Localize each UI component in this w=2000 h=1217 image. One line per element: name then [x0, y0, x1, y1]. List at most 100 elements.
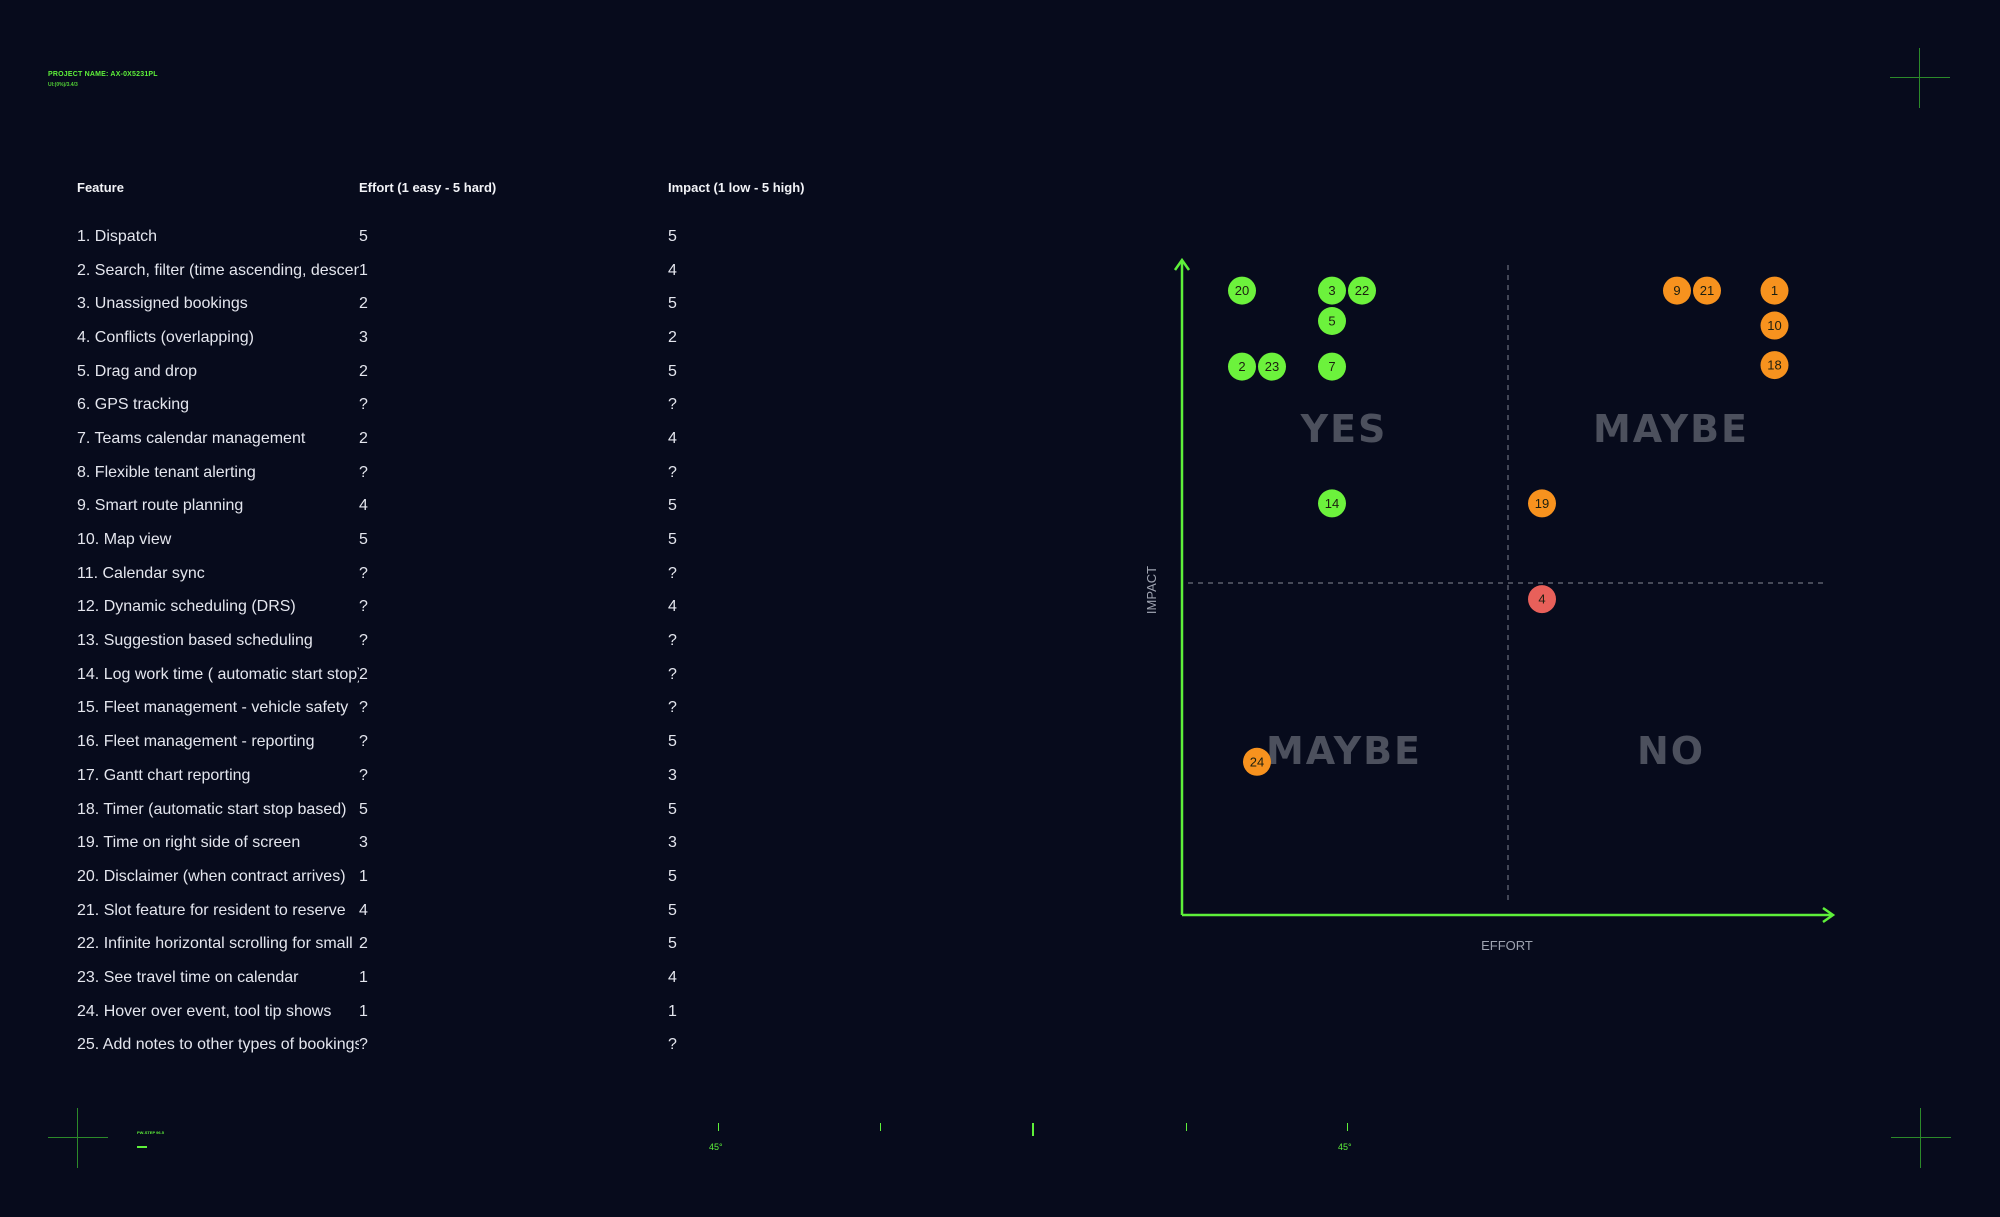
feature-table: Feature Effort (1 easy - 5 hard) Impact … — [77, 174, 868, 1062]
feature-name-text: 17. Gantt chart reporting — [77, 766, 251, 784]
data-point-label: 7 — [1328, 359, 1335, 374]
impact-cell: ? — [668, 665, 677, 683]
effort-cell: 1 — [359, 867, 368, 885]
data-point-label: 2 — [1238, 359, 1245, 374]
data-point — [1528, 489, 1556, 518]
effort-cell: ? — [359, 463, 368, 481]
table-row: 16. Fleet management - reporting? 5 — [77, 725, 868, 759]
impact-cell: 2 — [668, 328, 677, 346]
corner-crosshair-bottom-left — [48, 1108, 108, 1168]
data-point-label: 9 — [1673, 283, 1680, 298]
feature-name-cell: 20. Disclaimer (when contract arrives) — [77, 860, 359, 894]
feature-name-text: 23. See travel time on calendar — [77, 968, 299, 986]
ruler-tick — [1347, 1123, 1348, 1131]
feature-name-cell: 12. Dynamic scheduling (DRS) — [77, 591, 359, 625]
feature-name-cell: 15. Fleet management - vehicle safety — [77, 692, 359, 726]
feature-name-text: 1. Dispatch — [77, 227, 158, 245]
impact-cell: ? — [668, 564, 677, 582]
data-point-label: 20 — [1235, 283, 1249, 298]
effort-cell: 2 — [359, 362, 368, 380]
table-row: 24. Hover over event, tool tip shows 1 1 — [77, 995, 868, 1029]
impact-cell: 5 — [668, 362, 677, 380]
effort-cell: 3 — [359, 834, 368, 852]
feature-name-cell: 19. Time on right side of screen — [77, 826, 359, 860]
feature-name-text: 14. Log work time ( automatic start stop… — [77, 665, 359, 683]
y-axis-label: IMPACT — [1144, 566, 1159, 614]
effort-cell: 4 — [359, 901, 368, 919]
table-row: 14. Log work time ( automatic start stop… — [77, 658, 868, 692]
data-point-label: 19 — [1535, 496, 1549, 511]
impact-cell: 4 — [668, 429, 677, 447]
table-row: 18. Timer (automatic start stop based) 5 5 — [77, 793, 868, 827]
data-point — [1348, 276, 1376, 305]
impact-cell: 5 — [668, 531, 677, 549]
ruler-tick — [1032, 1123, 1034, 1136]
feature-name-text: 13. Suggestion based scheduling — [77, 632, 313, 650]
effort-cell: 2 — [359, 935, 368, 953]
footer-indicator-bar — [137, 1146, 147, 1148]
footer-small-label: PW-STEP 96.5 — [137, 1130, 164, 1135]
feature-name-cell: 8. Flexible tenant alerting — [77, 456, 359, 490]
feature-name-cell: 6. GPS tracking — [77, 388, 359, 422]
effort-cell: 2 — [359, 665, 368, 683]
feature-name-cell: 24. Hover over event, tool tip shows — [77, 995, 359, 1029]
feature-name-cell: 5. Drag and drop — [77, 355, 359, 389]
feature-name-cell: 25. Add notes to other types of bookings — [77, 1029, 359, 1063]
feature-name-cell: 23. See travel time on calendar — [77, 961, 359, 995]
data-point — [1760, 276, 1789, 305]
data-point-label: 1 — [1771, 283, 1778, 298]
data-point — [1663, 276, 1691, 305]
effort-cell: 1 — [359, 261, 368, 279]
effort-cell: ? — [359, 699, 368, 717]
impact-cell: 5 — [668, 901, 677, 919]
quadrant-label-bottom-right: NO — [1637, 729, 1705, 773]
impact-cell: 3 — [668, 766, 677, 784]
feature-name-cell: 13. Suggestion based scheduling — [77, 624, 359, 658]
feature-name-cell: 18. Timer (automatic start stop based) — [77, 793, 359, 827]
feature-name-text: 4. Conflicts (overlapping) — [77, 328, 254, 346]
feature-name-text: 24. Hover over event, tool tip shows — [77, 1002, 332, 1020]
feature-name-text: 10. Map view — [77, 531, 172, 549]
feature-name-cell: 14. Log work time ( automatic start stop… — [77, 658, 359, 692]
data-point — [1760, 351, 1789, 380]
feature-name-text: 8. Flexible tenant alerting — [77, 463, 256, 481]
feature-name-text: 3. Unassigned bookings — [77, 295, 248, 313]
feature-name-text: 16. Fleet management - reporting — [77, 733, 315, 751]
point-group: 20 3 22 5 2 23 7 14 9 21 1 10 18 19 24 4 — [1228, 276, 1789, 776]
corner-crosshair-bottom-right — [1891, 1108, 1951, 1168]
feature-name-text: 12. Dynamic scheduling (DRS) — [77, 598, 296, 616]
feature-name-cell: 1. Dispatch — [77, 220, 359, 254]
effort-cell: ? — [359, 564, 368, 582]
feature-name-text: 2. Search, filter (time ascending, desce… — [77, 261, 359, 279]
feature-name-text: 15. Fleet management - vehicle safety — [77, 699, 349, 717]
ruler-tick — [1186, 1123, 1187, 1131]
data-point — [1258, 352, 1286, 381]
effort-cell: 5 — [359, 227, 368, 245]
quadrant-label-top-left: YES — [1300, 407, 1388, 451]
feature-name-text: 11. Calendar sync — [77, 564, 205, 582]
feature-name-cell: 4. Conflicts (overlapping) — [77, 321, 359, 355]
impact-cell: 4 — [668, 968, 677, 986]
effort-cell: ? — [359, 1036, 368, 1054]
ruler-tick — [880, 1123, 881, 1131]
ruler-tick — [718, 1123, 719, 1131]
impact-header: Impact (1 low - 5 high) — [668, 179, 805, 195]
footer-degree-left: 45° — [709, 1142, 723, 1152]
project-name: PROJECT NAME: AX-0X5231PL UI:(0%)/3.4/3 — [48, 70, 158, 90]
table-row: 19. Time on right side of screen 3 3 — [77, 826, 868, 860]
feature-name-cell: 16. Fleet management - reporting — [77, 725, 359, 759]
data-point — [1243, 747, 1271, 776]
impact-cell: 4 — [668, 598, 677, 616]
quadrant-label-bottom-left: MAYBE — [1266, 729, 1422, 773]
feature-name-text: 19. Time on right side of screen — [77, 834, 301, 852]
corner-crosshair-top-right — [1890, 48, 1950, 108]
data-point-label: 18 — [1767, 358, 1781, 373]
effort-cell: 1 — [359, 968, 368, 986]
data-point — [1528, 585, 1556, 614]
impact-cell: 5 — [668, 867, 677, 885]
impact-cell: 1 — [668, 1002, 677, 1020]
feature-name-cell: 11. Calendar sync — [77, 557, 359, 591]
feature-name-cell: 22. Infinite horizontal scrolling for sm… — [77, 927, 359, 961]
impact-cell: 5 — [668, 227, 677, 245]
effort-cell: 4 — [359, 497, 368, 515]
